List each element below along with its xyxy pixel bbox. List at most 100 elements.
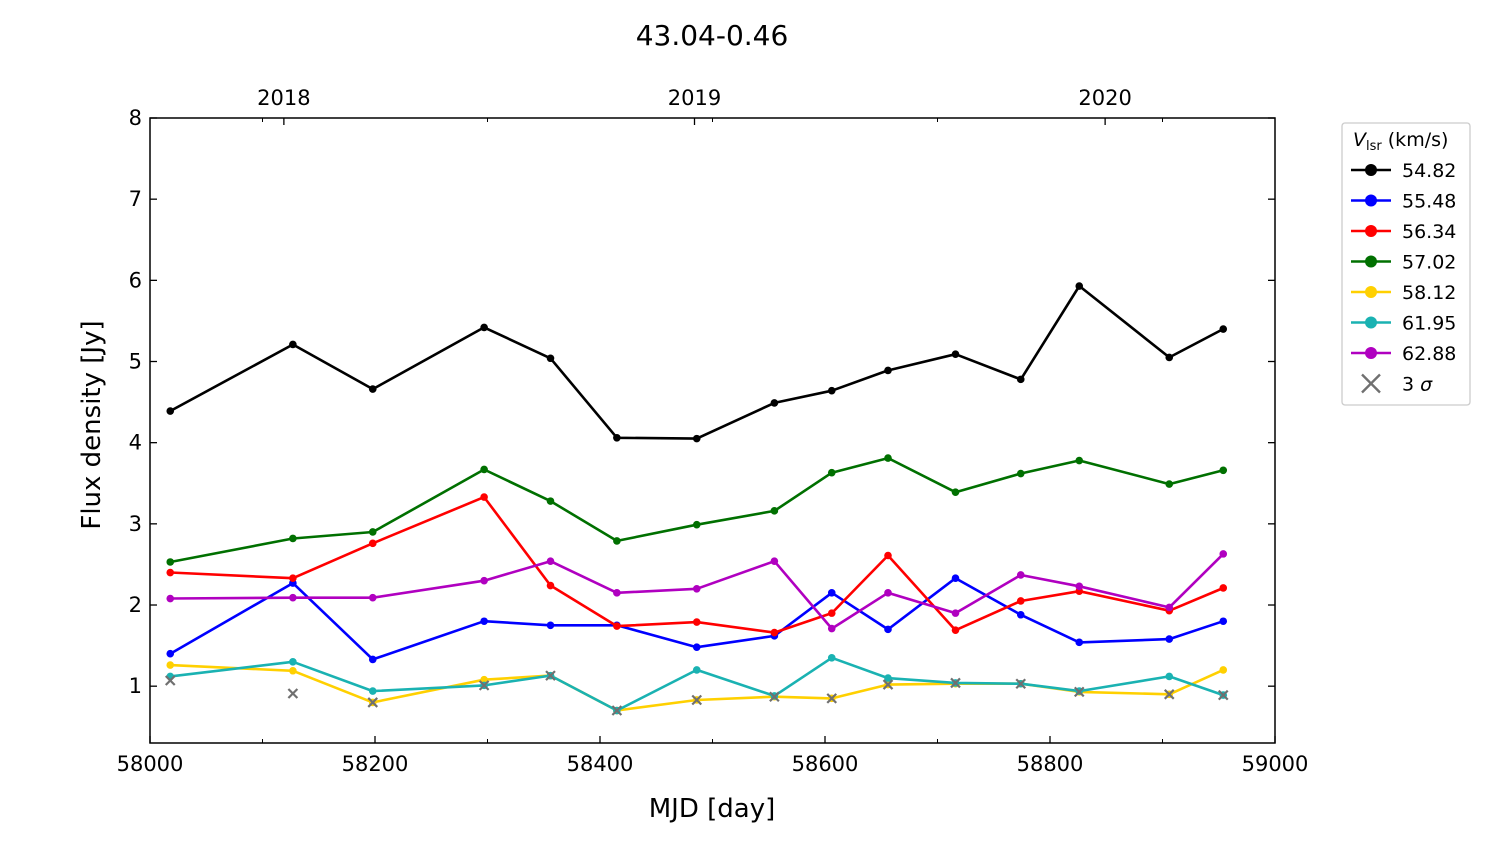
sigma-marker xyxy=(611,705,623,716)
data-point-62.88 xyxy=(368,593,377,602)
y-axis-label: Flux density [Jy] xyxy=(77,320,107,529)
legend-title: Vlsr (km/s) xyxy=(1353,129,1448,154)
legend-marker xyxy=(1365,194,1377,207)
series-54.82 xyxy=(166,282,1228,443)
data-point-61.95 xyxy=(692,666,701,674)
y-axis-ticks: 1 2 3 4 5 6 7 8 xyxy=(129,106,1275,698)
data-point-54.82 xyxy=(368,385,377,393)
data-point-55.48 xyxy=(166,649,175,658)
legend-label: 58.12 xyxy=(1402,282,1456,304)
data-point-62.88 xyxy=(546,557,555,565)
data-point-55.48 xyxy=(1075,638,1084,647)
data-point-54.82 xyxy=(1165,353,1174,362)
top-year-label: 2018 xyxy=(257,86,310,110)
legend-title-main: V xyxy=(1353,129,1368,151)
data-point-62.88 xyxy=(1016,571,1025,579)
legend-label: 62.88 xyxy=(1402,343,1456,365)
legend-entry-54.82: 54.82 xyxy=(1351,160,1456,182)
data-point-57.02 xyxy=(166,558,175,566)
legend-entry-58.12: 58.12 xyxy=(1351,282,1456,304)
y-tick-label: 7 xyxy=(129,187,142,211)
data-point-54.82 xyxy=(1219,325,1228,333)
legend-label: 57.02 xyxy=(1402,252,1456,274)
sigma-marker-stroke xyxy=(478,680,490,691)
sigma-marker xyxy=(1163,689,1175,700)
legend-marker xyxy=(1365,316,1377,329)
data-point-55.48 xyxy=(951,574,960,583)
data-point-54.82 xyxy=(480,323,488,332)
data-point-61.95 xyxy=(289,658,297,666)
series-layer xyxy=(166,282,1228,715)
data-point-54.82 xyxy=(1016,375,1025,384)
data-point-56.34 xyxy=(166,568,175,577)
y-tick-label: 1 xyxy=(129,674,142,698)
data-point-56.34 xyxy=(827,609,836,617)
data-point-55.48 xyxy=(546,621,555,630)
legend-marker xyxy=(1365,225,1377,237)
data-point-55.48 xyxy=(884,625,892,634)
sigma-marker-stroke xyxy=(1163,689,1175,700)
y-tick-label: 8 xyxy=(129,106,142,130)
sigma-marker-stroke xyxy=(164,675,176,686)
data-point-62.88 xyxy=(480,576,488,585)
data-point-61.95 xyxy=(884,674,892,682)
x-axis-label: MJD [day] xyxy=(649,794,776,824)
data-point-57.02 xyxy=(1165,480,1174,488)
data-point-62.88 xyxy=(770,557,779,565)
sigma-marker-stroke xyxy=(882,679,894,690)
data-point-56.34 xyxy=(1219,584,1228,592)
sigma-marker xyxy=(826,693,838,704)
data-point-57.02 xyxy=(368,528,377,536)
data-point-55.48 xyxy=(1219,617,1228,626)
data-point-61.95 xyxy=(368,687,377,695)
sigma-marker-stroke xyxy=(367,697,379,708)
sigma-markers-layer xyxy=(164,670,1229,716)
legend-entry-62.88: 62.88 xyxy=(1351,343,1456,365)
sigma-marker-stroke xyxy=(1217,689,1229,701)
data-point-56.34 xyxy=(770,628,779,637)
x-axis-ticks: 58000 58200 58400 58600 58800 59000 xyxy=(117,118,1308,776)
data-point-58.12 xyxy=(166,661,175,669)
legend: Vlsr (km/s) 54.82 55.48 56.34 57.02 58.12 61.9… xyxy=(1341,122,1471,406)
legend-marker xyxy=(1365,164,1377,176)
data-point-56.34 xyxy=(613,622,621,630)
legend-label-sigma: 3 σ xyxy=(1402,374,1433,396)
data-point-62.88 xyxy=(166,594,175,603)
data-point-56.34 xyxy=(884,551,892,560)
data-point-62.88 xyxy=(1165,603,1174,612)
sigma-marker xyxy=(691,694,703,706)
data-point-57.02 xyxy=(1016,469,1025,478)
data-point-54.82 xyxy=(289,340,297,349)
data-point-55.48 xyxy=(480,617,488,626)
data-point-54.82 xyxy=(692,434,701,443)
data-point-54.82 xyxy=(827,386,836,395)
sigma-marker xyxy=(882,679,894,690)
data-point-57.02 xyxy=(289,534,297,543)
legend-marker xyxy=(1365,286,1377,298)
legend-sigma-number: 3 xyxy=(1402,374,1420,396)
legend-label: 54.82 xyxy=(1402,160,1456,182)
top-year-label: 2020 xyxy=(1078,86,1131,110)
sigma-marker xyxy=(478,680,490,691)
legend-sigma-symbol: σ xyxy=(1420,374,1433,396)
legend-entry-57.02: 57.02 xyxy=(1351,252,1456,274)
data-point-55.48 xyxy=(1016,610,1025,619)
sigma-marker-stroke xyxy=(1073,686,1085,698)
series-62.88 xyxy=(166,550,1228,633)
data-point-55.48 xyxy=(368,655,377,664)
data-point-54.82 xyxy=(166,407,175,415)
data-point-62.88 xyxy=(1075,582,1084,591)
data-point-57.02 xyxy=(884,454,892,462)
sigma-marker-stroke xyxy=(287,688,299,699)
data-point-55.48 xyxy=(692,643,701,652)
data-point-61.95 xyxy=(1165,672,1174,681)
data-point-56.34 xyxy=(289,574,297,583)
legend-box xyxy=(1341,122,1471,406)
legend-marker xyxy=(1365,255,1377,268)
x-tick-label: 58400 xyxy=(567,752,634,776)
y-tick-label: 5 xyxy=(129,350,142,374)
data-point-56.34 xyxy=(546,581,555,590)
data-point-58.12 xyxy=(289,666,297,675)
sigma-marker-stroke xyxy=(611,705,623,716)
data-point-62.88 xyxy=(951,609,960,617)
